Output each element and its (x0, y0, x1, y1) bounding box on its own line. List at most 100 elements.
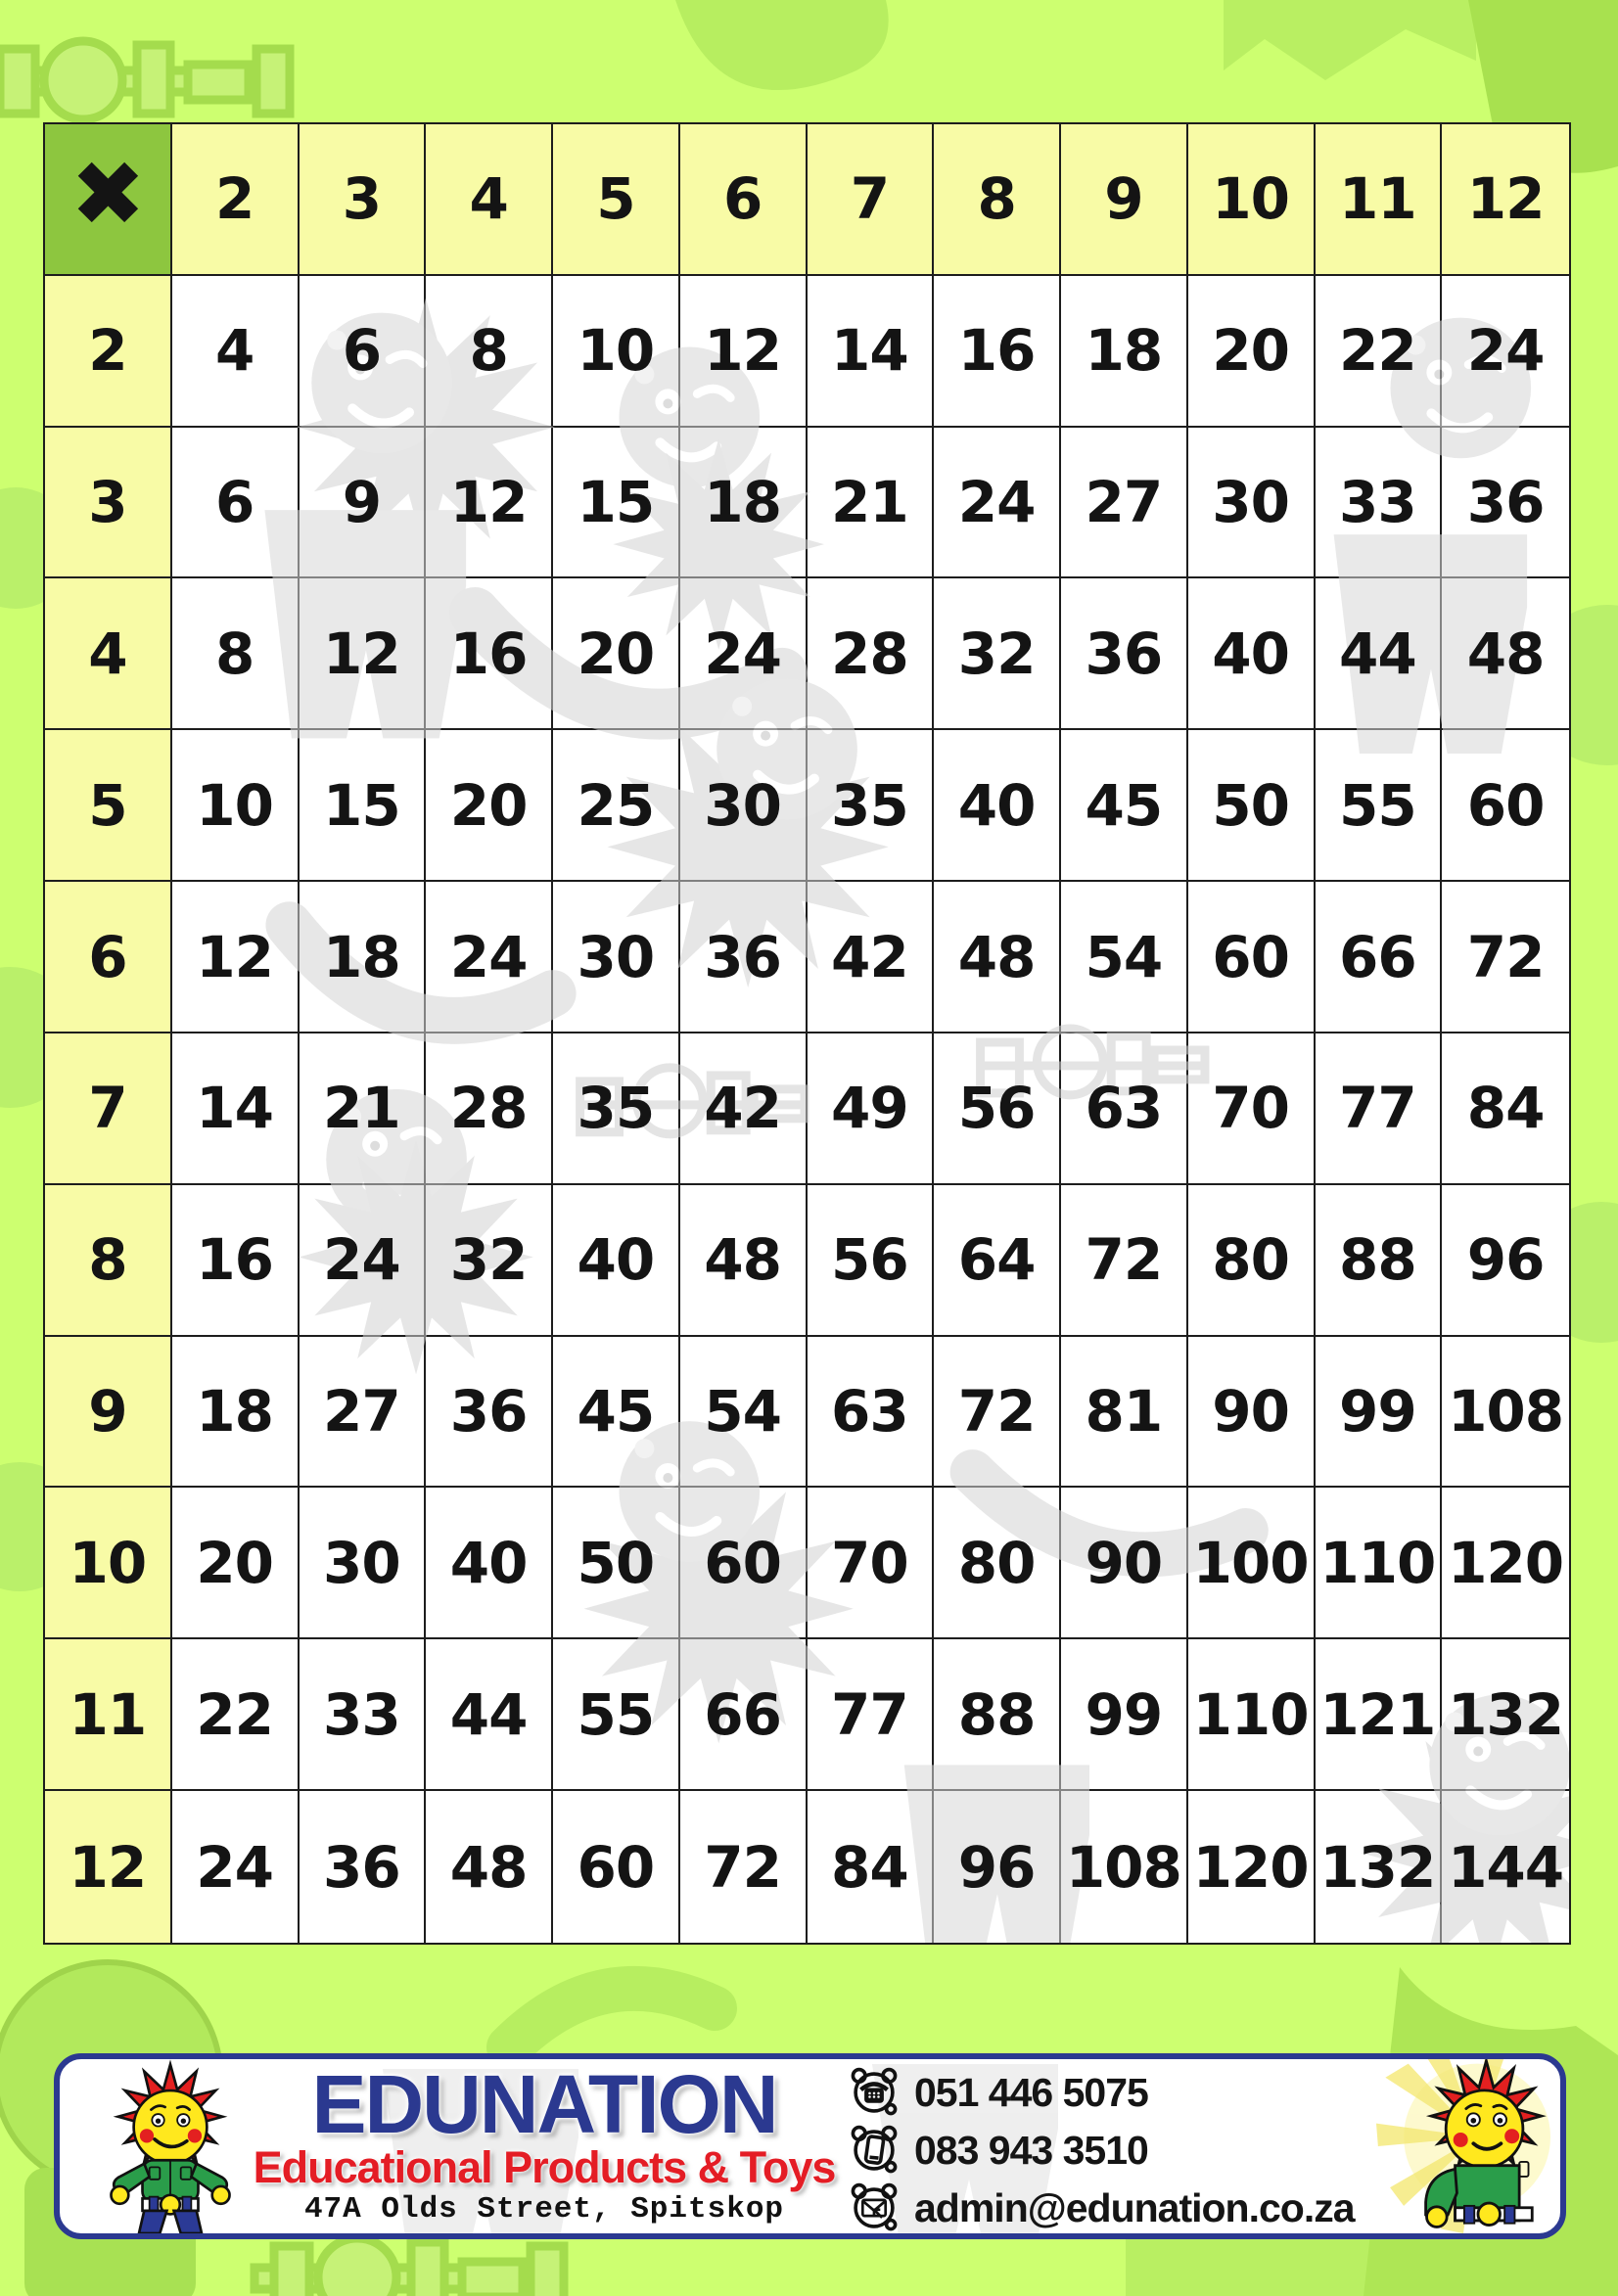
row-header-cell-label: 6 (88, 923, 127, 990)
product-cell: 33 (1315, 427, 1443, 579)
product-cell-label: 108 (1448, 1378, 1564, 1446)
multiplication-table: ✖ 2 3 4 5 6 7 8 9 10 11 12 2 4 6 8 10 12 14 16 18 20 22 24 3 6 9 12… (43, 122, 1571, 1945)
row-header-cell-label: 9 (88, 1378, 127, 1446)
product-cell: 63 (807, 1336, 935, 1489)
product-cell: 40 (426, 1488, 553, 1640)
product-cell: 120 (1442, 1488, 1569, 1640)
product-cell-label: 84 (1466, 1075, 1546, 1142)
product-cell-label: 24 (704, 620, 782, 687)
product-cell: 15 (553, 427, 680, 579)
times-operator-cell-label: ✖ (69, 142, 146, 248)
product-cell: 35 (807, 730, 935, 883)
product-cell: 42 (807, 882, 935, 1033)
product-cell: 16 (934, 275, 1061, 428)
product-cell: 99 (1061, 1639, 1188, 1792)
product-cell-label: 66 (704, 1680, 782, 1748)
product-cell-label: 10 (196, 771, 274, 839)
product-cell-label: 36 (1085, 620, 1164, 687)
product-cell: 45 (1061, 730, 1188, 883)
col-header-cell: 3 (299, 124, 427, 276)
product-cell: 27 (1061, 427, 1188, 579)
product-cell-label: 12 (449, 469, 529, 536)
product-cell-label: 99 (1339, 1378, 1417, 1446)
product-cell: 88 (934, 1639, 1061, 1792)
product-cell-label: 48 (1466, 620, 1546, 687)
product-cell: 14 (807, 275, 935, 428)
col-header-cell: 2 (171, 124, 300, 276)
product-cell-label: 81 (1085, 1378, 1164, 1446)
product-cell-label: 22 (1339, 317, 1417, 385)
product-cell-label: 132 (1448, 1680, 1564, 1748)
contact-list: 051 446 5075 083 943 3510 admin@edunation.… (848, 2067, 1435, 2233)
product-cell-label: 54 (704, 1378, 782, 1446)
product-cell: 90 (1061, 1488, 1188, 1640)
product-cell: 18 (299, 882, 427, 1033)
product-cell: 121 (1315, 1639, 1443, 1792)
product-cell-label: 70 (1212, 1075, 1290, 1142)
row-header-cell: 11 (45, 1639, 172, 1792)
row-header-cell-label: 3 (88, 469, 127, 536)
product-cell-label: 42 (704, 1075, 782, 1142)
product-cell-label: 48 (449, 1833, 529, 1901)
product-cell-label: 22 (196, 1680, 274, 1748)
product-cell-label: 44 (449, 1680, 529, 1748)
product-cell-label: 54 (1085, 923, 1164, 990)
product-cell: 144 (1442, 1791, 1569, 1943)
product-cell: 21 (807, 427, 935, 579)
product-cell-label: 40 (957, 771, 1037, 839)
col-header-cell: 8 (934, 124, 1061, 276)
product-cell: 25 (553, 730, 680, 883)
product-cell: 108 (1061, 1791, 1188, 1943)
product-cell: 72 (1061, 1184, 1188, 1337)
product-cell-label: 60 (577, 1833, 656, 1901)
product-cell-label: 64 (957, 1226, 1037, 1294)
product-cell: 48 (426, 1791, 553, 1943)
product-cell: 30 (299, 1488, 427, 1640)
product-cell-label: 44 (1339, 620, 1417, 687)
product-cell: 12 (426, 427, 553, 579)
product-cell-label: 18 (196, 1378, 274, 1446)
product-cell-label: 24 (323, 1226, 401, 1294)
product-cell: 54 (679, 1336, 808, 1489)
product-cell: 30 (679, 730, 808, 883)
mascot-right-icon (1361, 2059, 1560, 2233)
product-cell: 90 (1187, 1336, 1316, 1489)
product-cell: 15 (299, 730, 427, 883)
product-cell: 6 (171, 427, 300, 579)
product-cell-label: 18 (704, 469, 782, 536)
contact-value: 083 943 3510 (914, 2127, 1149, 2173)
product-cell: 40 (553, 1184, 680, 1337)
product-cell: 54 (1061, 882, 1188, 1033)
row-header-cell-label: 8 (88, 1226, 127, 1294)
product-cell: 96 (934, 1791, 1061, 1943)
product-cell-label: 27 (1085, 469, 1164, 536)
product-cell-label: 32 (449, 1226, 529, 1294)
product-cell: 20 (171, 1488, 300, 1640)
product-cell-label: 24 (196, 1833, 274, 1901)
product-cell: 44 (1315, 578, 1443, 731)
product-cell-label: 21 (831, 469, 909, 536)
product-cell-label: 60 (1466, 771, 1546, 839)
product-cell-label: 10 (577, 317, 656, 385)
row-header-cell-label: 11 (69, 1680, 148, 1748)
product-cell-label: 70 (831, 1529, 909, 1596)
product-cell: 6 (299, 275, 427, 428)
product-cell: 33 (299, 1639, 427, 1792)
phone-icon (848, 2066, 901, 2119)
product-cell-label: 84 (831, 1833, 909, 1901)
product-cell-label: 121 (1319, 1680, 1436, 1748)
col-header-cell-label: 10 (1212, 165, 1290, 233)
product-cell-label: 56 (831, 1226, 909, 1294)
product-cell: 42 (679, 1033, 808, 1185)
product-cell: 50 (1187, 730, 1316, 883)
col-header-cell-label: 4 (469, 165, 508, 233)
brand-name: EDUNATION (311, 2057, 778, 2150)
product-cell-label: 20 (196, 1529, 274, 1596)
col-header-cell: 4 (426, 124, 553, 276)
product-cell: 66 (679, 1639, 808, 1792)
product-cell: 77 (807, 1639, 935, 1792)
product-cell-label: 25 (577, 771, 656, 839)
product-cell-label: 48 (704, 1226, 782, 1294)
product-cell: 60 (679, 1488, 808, 1640)
product-cell: 27 (299, 1336, 427, 1489)
